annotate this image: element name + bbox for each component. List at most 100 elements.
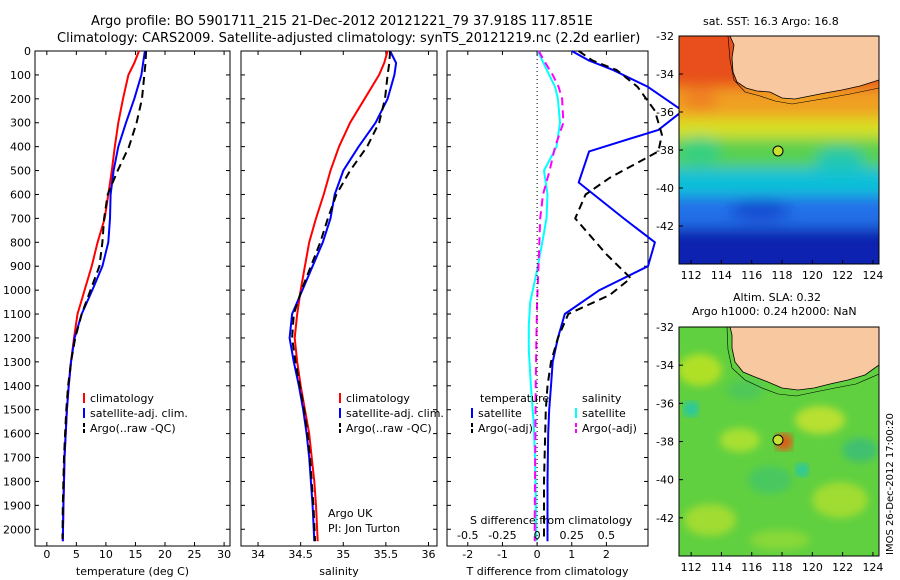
y-tick-label: 1800	[3, 475, 31, 488]
sla-blob-3	[795, 406, 845, 434]
map-y-tick-label: -40	[656, 474, 674, 487]
x-tick-label: 0	[534, 548, 541, 561]
sst-yellow-band	[679, 118, 879, 140]
map-x-tick-label: 122	[832, 269, 853, 282]
map-y-tick-label: -36	[656, 397, 674, 410]
legend-label: satellite-adj. clim.	[90, 407, 188, 420]
map-y-tick-label: -42	[656, 220, 674, 233]
series-line	[293, 50, 389, 542]
legend-label: Argo(-adj)	[478, 422, 533, 435]
legend-label: climatology	[346, 392, 410, 405]
map-x-tick-label: 114	[711, 269, 732, 282]
sst-deep-blue-band	[679, 228, 879, 264]
sla-argo-marker	[772, 434, 784, 446]
x-tick-label: 15	[128, 548, 142, 561]
map-x-tick-label: 116	[741, 561, 762, 574]
series-line	[527, 50, 561, 542]
sla-blob-7	[842, 438, 878, 462]
map-x-tick-label: 118	[772, 269, 793, 282]
x-tick-label: 34	[251, 548, 265, 561]
y-tick-label: 2000	[3, 523, 31, 536]
sst-shelf-line	[727, 36, 879, 105]
sst-map-title: sat. SST: 16.3 Argo: 16.8	[703, 15, 839, 28]
y-tick-label: 900	[10, 260, 31, 273]
sst-land	[729, 36, 879, 100]
y-tick-label: 1400	[3, 380, 31, 393]
map-x-tick-label: 116	[741, 269, 762, 282]
sst-cyan-band	[679, 168, 879, 198]
x-tick-label: 1	[568, 548, 575, 561]
sla-map-title-line1: Altim. SLA: 0.32	[733, 291, 821, 304]
sla-blob-4	[684, 504, 736, 536]
sst-map-ticks: 112 114 116 118 120 122 124 -32 -34 -36 -38 -40 -42	[656, 30, 883, 282]
map-x-tick-label: 114	[711, 561, 732, 574]
argo-uk-label: Argo UK	[328, 507, 373, 520]
sst-blob-1	[679, 136, 722, 164]
sla-land	[729, 327, 879, 391]
x-tick-label: -1	[497, 548, 508, 561]
map-y-tick-label: -38	[656, 436, 674, 449]
x-tick-label: 10	[99, 548, 113, 561]
series-line	[546, 50, 684, 542]
sla-blob-1	[679, 354, 722, 386]
legend-label: Argo(..raw -QC)	[346, 422, 432, 435]
map-x-tick-label: 112	[681, 561, 702, 574]
y-tick-label: 300	[10, 117, 31, 130]
y-tick-label: 800	[10, 236, 31, 249]
difference-xlabel: T difference from climatology	[466, 565, 629, 578]
panel-annotations: Argo UK PI: Jon Turton S difference from…	[328, 507, 633, 535]
y-tick-label: 400	[10, 141, 31, 154]
temperature-panel: 0 5 10 15 20 25 300100200300400500600700800900…	[3, 45, 231, 578]
y-tick-label: 200	[10, 93, 31, 106]
map-y-tick-label: -40	[656, 182, 674, 195]
series-line	[61, 50, 148, 539]
map-y-tick-label: -32	[656, 30, 674, 43]
sla-shelf-line	[726, 327, 879, 397]
sla-blob-9	[750, 530, 810, 550]
y-tick-label: 700	[10, 212, 31, 225]
y-tick-label: 100	[10, 69, 31, 82]
sst-map: sat. SST: 16.3 Argo: 16.8 112 114 116 118 12	[656, 15, 883, 282]
x-tick-label: 35	[336, 548, 350, 561]
y-tick-label: 1600	[3, 428, 31, 441]
legend-label: Argo(..raw -QC)	[90, 422, 176, 435]
y-tick-label: 1200	[3, 332, 31, 345]
s-diff-axis-label: S difference from climatology	[470, 514, 633, 527]
x-tick-label: 35.5	[374, 548, 399, 561]
sst-blob-4	[682, 90, 718, 110]
map-y-tick-label: -34	[656, 68, 674, 81]
map-y-tick-label: -42	[656, 512, 674, 525]
y-tick-label: 600	[10, 188, 31, 201]
legend_temperature-title: temperature	[480, 392, 549, 405]
sst-blob-2	[815, 148, 865, 172]
x-tick-label: 0	[43, 548, 50, 561]
map-y-tick-label: -36	[656, 106, 674, 119]
map-x-tick-label: 120	[802, 269, 823, 282]
map-x-tick-label: 118	[772, 561, 793, 574]
imos-timestamp: IMOS 26-Dec-2012 17:00:20	[885, 413, 896, 555]
x-tick-label: 30	[217, 548, 231, 561]
legend_salinity-title: salinity	[582, 392, 622, 405]
y-tick-label: 1300	[3, 356, 31, 369]
salinity-xlabel: salinity	[319, 565, 359, 578]
sla-blob-6	[748, 466, 792, 494]
y-tick-label: 1000	[3, 284, 31, 297]
map-x-tick-label: 122	[832, 561, 853, 574]
x-tick-label: -2	[462, 548, 473, 561]
sla-cyan-eddy-1	[683, 401, 699, 417]
legend-label: Argo(-adj)	[582, 422, 637, 435]
legend-label: climatology	[90, 392, 154, 405]
map-y-tick-label: -34	[656, 359, 674, 372]
sst-argo-marker	[772, 145, 784, 157]
salinity-frame	[240, 50, 438, 547]
legend-label: satellite-adj. clim.	[346, 407, 444, 420]
x-tick-label: 36	[421, 548, 435, 561]
map-y-tick-label: -38	[656, 144, 674, 157]
y-tick-label: 1900	[3, 499, 31, 512]
sla-blob-2	[720, 428, 760, 452]
map-x-tick-label: 112	[681, 269, 702, 282]
s-tick-label: 0	[534, 529, 541, 542]
profile-panels: 0 5 10 15 20 25 300100200300400500600700800900…	[3, 45, 684, 578]
y-tick-label: 1500	[3, 404, 31, 417]
